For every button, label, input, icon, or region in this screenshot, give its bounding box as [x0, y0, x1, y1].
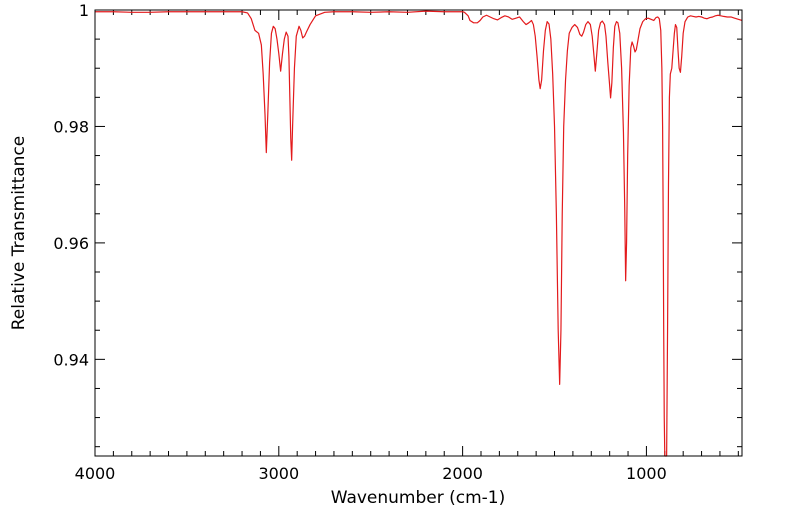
y-tick-label: 0.98	[53, 117, 89, 136]
y-tick-labels: 1 0.98 0.96 0.94	[53, 1, 89, 369]
x-axis-title: Wavenumber (cm-1)	[331, 488, 506, 508]
plot-frame	[94, 9, 743, 457]
series-layer	[95, 10, 743, 457]
x-tick-label: 3000	[258, 464, 299, 483]
y-minor-ticks	[95, 38, 742, 448]
y-tick-label: 0.94	[53, 350, 89, 369]
y-axis-title: Relative Transmittance	[9, 136, 29, 331]
y-tick-label: 0.96	[53, 234, 89, 253]
x-tick-labels: 4000 3000 2000 1000	[75, 464, 667, 483]
x-tick-label: 1000	[626, 464, 667, 483]
plot-background	[95, 10, 742, 456]
x-tick-label: 4000	[75, 464, 116, 483]
spectrum-line	[95, 10, 743, 457]
x-minor-ticks	[112, 10, 739, 456]
x-tick-label: 2000	[442, 464, 483, 483]
y-tick-label: 1	[79, 1, 89, 20]
